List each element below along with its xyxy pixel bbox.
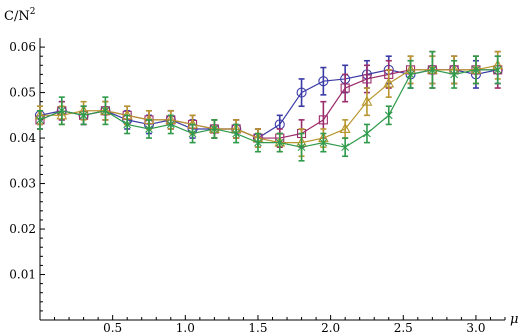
data-point (297, 143, 306, 152)
data-point (363, 129, 371, 138)
y-axis-label: C/N2 (4, 7, 35, 24)
data-point (341, 143, 350, 152)
data-point (296, 87, 307, 98)
data-point (383, 77, 395, 88)
series-line (40, 64, 498, 144)
x-tick-label: 3.0 (466, 321, 485, 332)
data-point (319, 138, 328, 147)
data-point (384, 111, 393, 120)
data-point (450, 70, 459, 79)
data-point (57, 106, 66, 115)
y-tick-label: 0.05 (9, 86, 36, 100)
data-point (254, 138, 262, 147)
series-line (39, 69, 498, 139)
series-x (36, 50, 502, 162)
data-point (472, 65, 480, 74)
data-point (145, 125, 153, 133)
data-point (166, 120, 175, 129)
data-point (362, 74, 372, 84)
y-tick-label: 0.01 (9, 268, 36, 282)
y-tick-label: 0.03 (9, 177, 36, 191)
y-tick-label: 0.06 (9, 40, 36, 54)
data-point (188, 129, 197, 138)
data-point (406, 70, 415, 79)
data-point (339, 122, 351, 134)
data-point (428, 65, 437, 74)
data-point (123, 120, 132, 129)
data-point (340, 83, 350, 93)
x-tick-label: 1.0 (176, 321, 195, 332)
data-point (232, 129, 241, 138)
x-tick-label: 2.5 (394, 321, 413, 332)
x-tick-label: 2.0 (321, 321, 340, 332)
data-point (79, 111, 88, 120)
y-tick-label: 0.02 (9, 222, 36, 236)
series-line (39, 69, 498, 148)
data-point (361, 95, 373, 106)
data-point (101, 106, 110, 115)
data-point (275, 138, 284, 147)
data-point (493, 65, 502, 74)
data-point (210, 125, 219, 133)
x-tick-label: 1.5 (248, 321, 267, 332)
data-point (318, 115, 328, 125)
x-axis-label: μ (510, 312, 518, 327)
data-point (318, 76, 329, 87)
x-tick-label: 0.5 (103, 321, 122, 332)
data-point (36, 115, 44, 124)
y-tick-label: 0.04 (9, 131, 36, 145)
series-line (39, 69, 498, 139)
